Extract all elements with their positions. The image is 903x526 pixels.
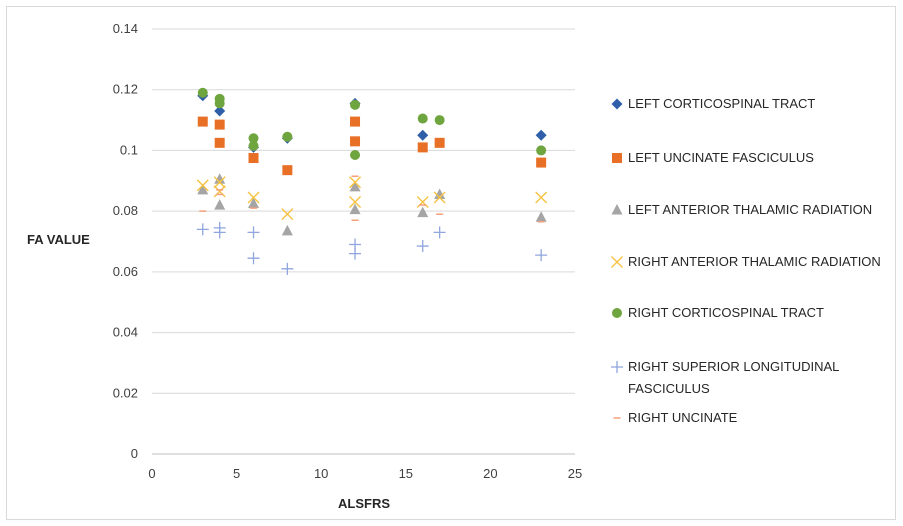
x-tick-label: 10: [314, 466, 328, 481]
legend-label: LEFT ANTERIOR THALAMIC RADIATION: [628, 202, 872, 217]
data-point: [433, 191, 446, 204]
data-point: [197, 87, 208, 98]
data-point: [350, 99, 361, 110]
data-point: [213, 226, 226, 239]
data-point: [536, 145, 547, 156]
data-point: [349, 196, 362, 209]
data-point: [416, 240, 429, 253]
data-point: [349, 180, 361, 192]
series-points: [197, 173, 547, 236]
legend-label: RIGHT CORTICOSPINAL TRACT: [628, 305, 824, 320]
series-points: [197, 87, 547, 160]
data-point: [535, 211, 547, 222]
data-point: [214, 105, 226, 117]
y-tick-label: 0.12: [113, 82, 138, 97]
y-tick-label: 0.1: [120, 142, 138, 157]
data-point: [282, 131, 293, 142]
y-tick-label: 0.14: [113, 21, 138, 36]
data-point: [247, 252, 260, 265]
data-point: [214, 199, 226, 210]
data-point: [416, 196, 429, 209]
legend: LEFT CORTICOSPINAL TRACT LEFT UNCINATE FA…: [611, 96, 881, 425]
legend-label: RIGHT SUPERIOR LONGITUDINAL FASCICULUS: [628, 359, 839, 396]
data-point: [214, 119, 225, 130]
legend-marker: [611, 256, 623, 268]
x-tick-label: 25: [568, 466, 582, 481]
legend-marker: [612, 153, 622, 163]
data-point: [535, 191, 548, 204]
data-point: [247, 191, 260, 204]
data-point: [349, 203, 361, 215]
y-tick-label: 0: [131, 446, 138, 461]
gridlines: [152, 28, 575, 455]
legend-label: LEFT UNCINATE FASCICULUS: [628, 150, 814, 165]
data-point: [417, 129, 429, 141]
data-point: [248, 140, 259, 151]
data-point: [196, 179, 209, 192]
series-points: [199, 175, 545, 223]
legend-marker: [612, 308, 622, 318]
y-tick-label: 0.04: [113, 325, 138, 340]
series-points: [197, 116, 547, 176]
data-points: [196, 87, 548, 275]
x-tick-label: 20: [483, 466, 497, 481]
data-point: [248, 153, 259, 164]
y-tick-labels: 0 0.02 0.04 0.06 0.08 0.1 0.12 0.14: [113, 21, 138, 461]
data-point: [434, 137, 445, 148]
data-point: [248, 133, 259, 144]
y-tick-label: 0.02: [113, 385, 138, 400]
data-point: [214, 137, 225, 148]
legend-label: RIGHT ANTERIOR THALAMIC RADIATION: [628, 254, 881, 269]
legend-marker: [611, 361, 623, 373]
data-point: [535, 129, 547, 141]
legend-marker: [611, 204, 623, 215]
data-point: [350, 149, 361, 160]
data-point: [417, 142, 428, 153]
data-point: [350, 136, 361, 147]
y-tick-label: 0.06: [113, 264, 138, 279]
data-point: [247, 226, 260, 239]
data-point: [434, 188, 446, 199]
legend-label: RIGHT UNCINATE: [628, 410, 738, 425]
data-point: [214, 98, 225, 109]
x-axis-title: ALSFRS: [338, 496, 390, 511]
data-point: [213, 176, 226, 189]
data-point: [213, 185, 226, 198]
legend-label: LEFT CORTICOSPINAL TRACT: [628, 96, 815, 111]
chart-frame: [6, 6, 896, 520]
data-point: [417, 113, 428, 124]
data-point: [281, 208, 294, 221]
x-tick-labels: 0 5 10 15 20 25: [148, 466, 582, 481]
data-point: [282, 165, 293, 176]
data-point: [248, 197, 260, 209]
x-tick-label: 5: [233, 466, 240, 481]
data-point: [281, 262, 294, 275]
x-tick-label: 0: [148, 466, 155, 481]
x-tick-label: 15: [399, 466, 413, 481]
data-point: [433, 226, 446, 239]
data-point: [536, 157, 547, 168]
data-point: [197, 116, 208, 127]
data-point: [535, 249, 548, 262]
data-point: [349, 176, 362, 189]
series-points: [196, 221, 548, 275]
data-point: [196, 223, 209, 236]
y-tick-label: 0.08: [113, 203, 138, 218]
data-point: [349, 247, 362, 260]
y-axis-title: FA VALUE: [27, 232, 90, 247]
data-point: [350, 116, 361, 127]
data-point: [197, 183, 209, 195]
series-points: [196, 176, 548, 221]
data-point: [281, 224, 293, 236]
data-point: [417, 206, 429, 218]
data-point: [434, 115, 445, 126]
data-point: [214, 173, 226, 184]
legend-marker: [611, 98, 623, 110]
